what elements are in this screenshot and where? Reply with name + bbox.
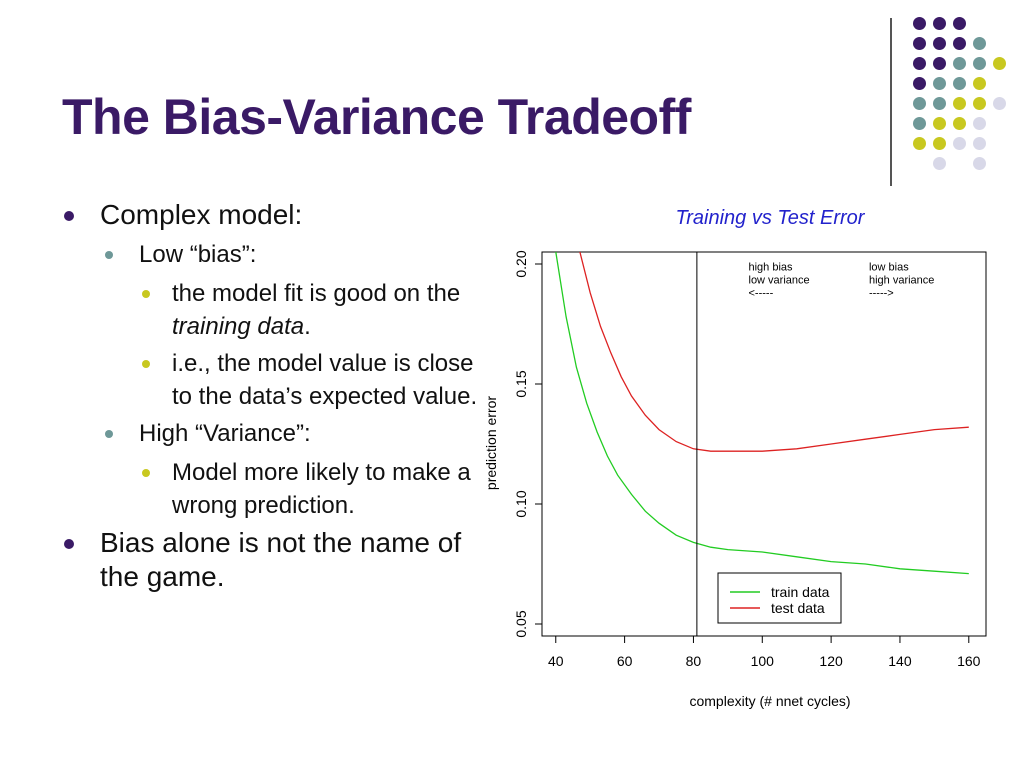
decorative-dot (933, 97, 946, 110)
legend: train data test data (717, 572, 842, 624)
bullet-marker (64, 539, 74, 549)
annotation-low-bias: low bias (869, 261, 909, 273)
x-tick-label: 60 (617, 653, 633, 669)
x-axis: 40 60 80 100 120 140 160 (548, 635, 981, 669)
x-tick-label: 140 (888, 653, 912, 669)
bullet-high-variance: High “Variance”: (60, 417, 500, 450)
decorative-dot (973, 57, 986, 70)
bullet-text-emphasis: training data (172, 313, 305, 340)
bullet-wrong-prediction: Model more likely to make a wrong predic… (60, 456, 500, 522)
bullet-text: Bias alone is not the name of the game. (100, 527, 462, 592)
decorative-dot (913, 137, 926, 150)
bullet-marker (142, 290, 150, 298)
bullet-model-value: i.e., the model value is close to the da… (60, 347, 500, 413)
decorative-dot (933, 17, 946, 30)
decorative-dot (913, 117, 926, 130)
bullet-text: High “Variance”: (139, 420, 311, 447)
annotation-high-bias: low variance (749, 274, 810, 286)
decorative-dot (973, 137, 986, 150)
train-data-line (555, 252, 969, 575)
decorative-dot (953, 37, 966, 50)
decorative-dot (913, 37, 926, 50)
series-group (555, 252, 969, 575)
decorative-dot (933, 37, 946, 50)
bullet-text: Complex model: (100, 199, 303, 230)
title-divider (890, 18, 892, 186)
x-tick-label: 120 (819, 653, 843, 669)
x-tick-label: 100 (751, 653, 775, 669)
bullet-text: . (304, 313, 311, 340)
decorative-dot (933, 57, 946, 70)
decorative-dot (913, 57, 926, 70)
decorative-dot (953, 137, 966, 150)
x-tick-label: 160 (957, 653, 981, 669)
y-axis-label: prediction error (483, 396, 499, 490)
bullet-text: Low “bias”: (139, 241, 257, 268)
bullet-marker (64, 211, 74, 221)
decorative-dot (973, 117, 986, 130)
y-tick-label: 0.20 (513, 250, 529, 277)
decorative-dot (953, 17, 966, 30)
bullet-text: i.e., the model value is close to the da… (172, 350, 478, 410)
decorative-dot (973, 157, 986, 170)
decorative-dot (913, 77, 926, 90)
bullet-text: the model fit is good on the (172, 280, 461, 307)
bullet-marker (105, 251, 113, 259)
chart-title: Training vs Test Error (676, 207, 866, 229)
bullet-bias-alone: Bias alone is not the name of the game. (60, 526, 500, 594)
bullet-list: Complex model: Low “bias”: the model fit… (60, 198, 500, 600)
decorative-dot (993, 97, 1006, 110)
bullet-marker (142, 360, 150, 368)
annotation-high-bias: high bias (749, 261, 794, 273)
bullet-text: Model more likely to make a wrong predic… (172, 459, 471, 519)
annotation-low-bias: high variance (869, 274, 934, 286)
test-data-line (579, 252, 969, 452)
legend-label-test: test data (771, 600, 825, 616)
training-vs-test-chart: Training vs Test Error 40 60 80 100 120 140 16… (483, 207, 987, 709)
x-tick-label: 40 (548, 653, 564, 669)
legend-label-train: train data (771, 584, 830, 600)
annotation-high-bias: <----- (749, 287, 774, 299)
y-tick-label: 0.10 (513, 490, 529, 517)
decorative-dot (933, 137, 946, 150)
decorative-dot (913, 17, 926, 30)
y-tick-label: 0.15 (513, 370, 529, 397)
decorative-dot (953, 97, 966, 110)
decorative-dot (973, 97, 986, 110)
decorative-dot (973, 37, 986, 50)
decorative-dot (973, 77, 986, 90)
decorative-dot (993, 57, 1006, 70)
decorative-dot (953, 57, 966, 70)
annotation-low-bias: -----> (869, 287, 894, 299)
decorative-dot (933, 157, 946, 170)
y-axis: 0.05 0.10 0.15 0.20 (513, 250, 543, 638)
bullet-model-fit: the model fit is good on the training da… (60, 277, 500, 343)
decorative-dot (933, 117, 946, 130)
y-tick-label: 0.05 (513, 610, 529, 637)
x-axis-label: complexity (# nnet cycles) (689, 693, 850, 709)
x-tick-label: 80 (686, 653, 702, 669)
bullet-marker (105, 430, 113, 438)
decorative-dot (953, 117, 966, 130)
decorative-dot (933, 77, 946, 90)
slide-title: The Bias-Variance Tradeoff (62, 89, 691, 145)
bullet-low-bias: Low “bias”: (60, 238, 500, 271)
bullet-complex-model: Complex model: (60, 198, 500, 232)
decorative-dot (953, 77, 966, 90)
legend-box (717, 572, 842, 624)
bullet-marker (142, 469, 150, 477)
decorative-dot (913, 97, 926, 110)
